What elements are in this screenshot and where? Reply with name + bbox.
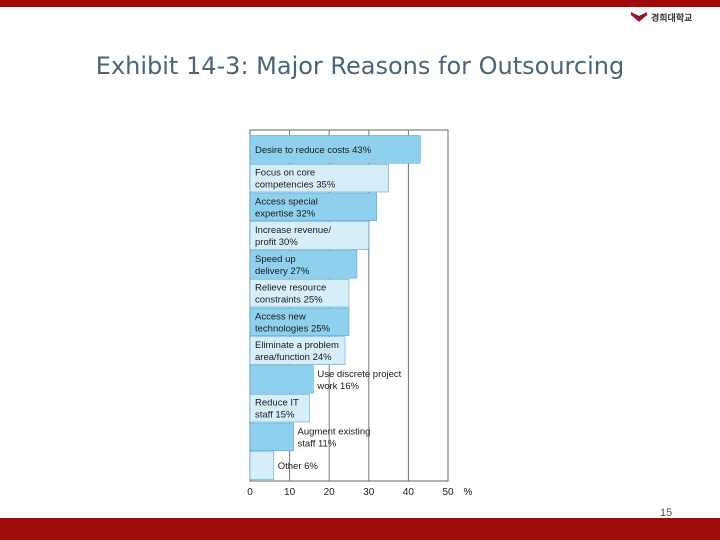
bar-1: [249, 135, 421, 164]
university-logo: 경희대학교: [630, 10, 692, 24]
university-emblem-icon: [631, 12, 647, 22]
bar-label-5: Speed up delivery 27%: [255, 254, 310, 277]
bar-label-3: Access special expertise 32%: [255, 196, 318, 219]
x-tick-label-40: 40: [403, 487, 415, 498]
x-tick-label-30: 30: [363, 487, 375, 498]
logo-text: 경희대학교: [651, 13, 693, 24]
bar-8: [249, 336, 346, 365]
bar-12: [249, 451, 275, 480]
bar-4: [249, 221, 370, 250]
page-number: 15: [660, 507, 673, 519]
bar-label-11: Augment existing staff 11%: [298, 426, 371, 449]
x-tick-label-20: 20: [324, 487, 336, 498]
bar-label-12: Other 6%: [278, 461, 319, 472]
x-tick-label-50: 50: [442, 487, 454, 498]
bar-label-1: Desire to reduce costs 43%: [255, 145, 372, 156]
slide-title: Exhibit 14-3: Major Reasons for Outsourc…: [95, 52, 625, 80]
bar-label-4: Increase revenue/profit 30%: [255, 225, 331, 248]
x-tick-label-0: 0: [247, 487, 253, 498]
x-tick-label-10: 10: [284, 487, 296, 498]
bar-2: [249, 163, 389, 193]
bar-10: [249, 393, 310, 423]
bar-label-7: Access new technologies 25%: [255, 311, 331, 334]
bar-label-10: Reduce IT staff 15%: [255, 398, 299, 421]
bar-label-8: Eliminate a problem area/function 24%: [255, 340, 339, 363]
bar-7: [249, 307, 350, 337]
bar-11: [249, 422, 294, 452]
bar-9: [249, 365, 314, 394]
bar-label-2: Focus on core competencies 35%: [255, 168, 336, 191]
bottom-accent-bar: [0, 518, 720, 540]
top-accent-bar: [0, 0, 720, 7]
bar-5: [249, 250, 358, 279]
bar-label-9: Use discrete project work 16%: [316, 369, 401, 392]
bar-3: [249, 192, 378, 222]
bar-6: [249, 278, 350, 308]
bar-label-6: Relieve resource constraints 25%: [255, 283, 326, 306]
x-axis-unit-label: %: [464, 487, 473, 498]
